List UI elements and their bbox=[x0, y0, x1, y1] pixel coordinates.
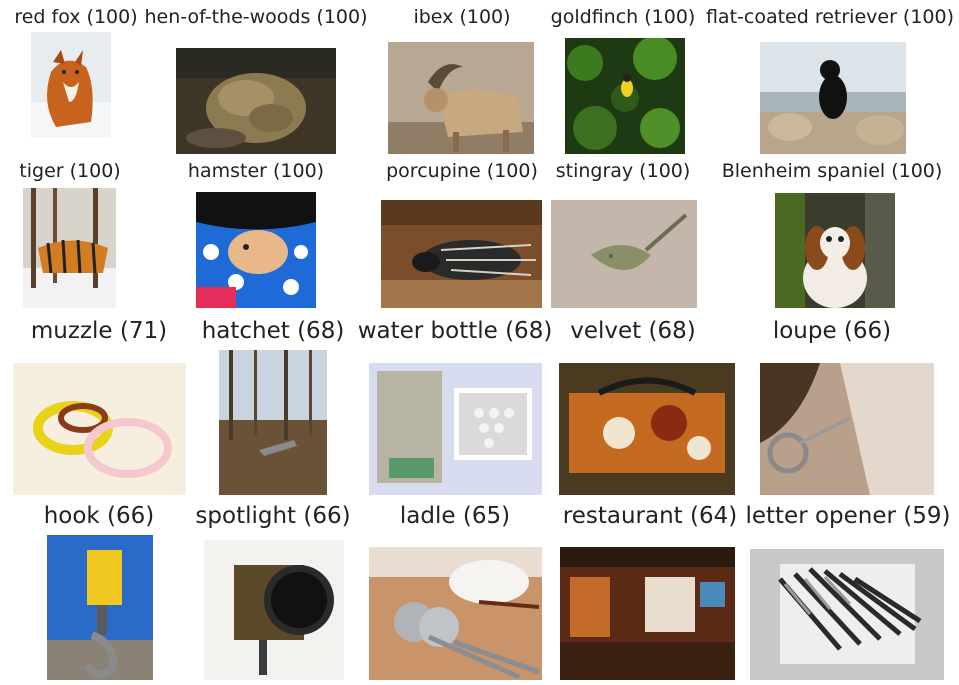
image-label: restaurant (64) bbox=[562, 503, 738, 529]
image-label: water bottle (68) bbox=[357, 318, 553, 344]
hook-image bbox=[47, 535, 153, 680]
image-label: Blenheim spaniel (100) bbox=[721, 160, 943, 182]
image-label: porcupine (100) bbox=[386, 160, 538, 182]
tiger-image bbox=[23, 188, 116, 308]
porcupine-image bbox=[381, 200, 542, 308]
hatchet-image bbox=[219, 350, 327, 495]
image-label: stingray (100) bbox=[555, 160, 691, 182]
image-label: hook (66) bbox=[43, 503, 155, 529]
hen-of-the-woods-image bbox=[176, 48, 336, 154]
muzzle-image bbox=[13, 363, 186, 495]
letter-opener-image bbox=[750, 549, 944, 680]
image-label: ibex (100) bbox=[413, 6, 511, 28]
hamster-image bbox=[196, 192, 316, 308]
image-label: goldfinch (100) bbox=[550, 6, 696, 28]
red-fox-image bbox=[31, 32, 111, 138]
spotlight-image bbox=[204, 540, 344, 680]
image-label: flat-coated retriever (100) bbox=[705, 6, 955, 28]
image-label: ladle (65) bbox=[399, 503, 511, 529]
image-label: red fox (100) bbox=[14, 6, 138, 28]
water-bottle-image bbox=[369, 363, 542, 495]
image-label: spotlight (66) bbox=[195, 503, 351, 529]
loupe-image bbox=[760, 363, 934, 495]
image-label: letter opener (59) bbox=[745, 503, 951, 529]
image-label: hatchet (68) bbox=[201, 318, 345, 344]
image-label: muzzle (71) bbox=[30, 318, 168, 344]
ladle-image bbox=[369, 547, 542, 680]
stingray-image bbox=[551, 200, 697, 308]
ibex-image bbox=[388, 42, 534, 154]
image-label: tiger (100) bbox=[19, 160, 121, 182]
goldfinch-image bbox=[565, 38, 685, 154]
image-label: loupe (66) bbox=[772, 318, 892, 344]
image-label: hen-of-the-woods (100) bbox=[144, 6, 368, 28]
image-label: velvet (68) bbox=[570, 318, 696, 344]
blenheim-spaniel-image bbox=[775, 193, 895, 308]
image-label: hamster (100) bbox=[187, 160, 325, 182]
velvet-image bbox=[559, 363, 735, 495]
flat-coated-retriever-image bbox=[760, 42, 906, 154]
restaurant-image bbox=[560, 547, 735, 680]
